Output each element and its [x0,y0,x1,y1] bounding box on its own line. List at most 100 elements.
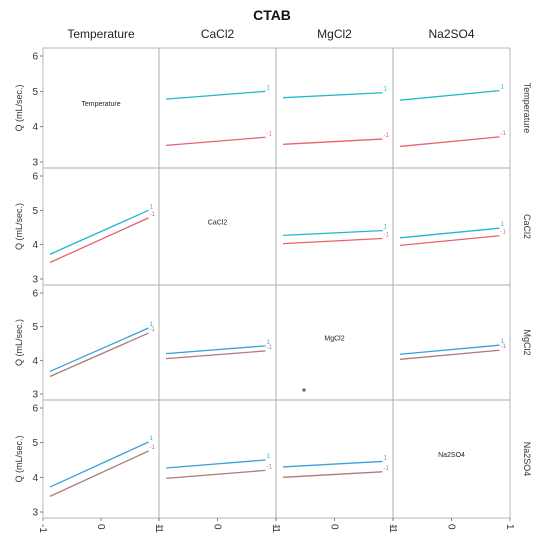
series-end-label: 1 [266,454,270,460]
x-tick-label: -1 [37,524,48,533]
series-line-high-r2-c0 [49,327,149,373]
x-tick-label: 0 [212,524,223,530]
cell-border-r0-c2 [275,47,394,169]
series-end-label: 1 [383,455,387,461]
row-header-na2so4: Na2SO4 [522,442,532,477]
y-tick-label: 6 [32,172,38,183]
series-end-label: 1 [383,87,387,93]
column-header-na2so4: Na2SO4 [428,27,474,41]
series-line-low-r2-c0 [49,332,149,378]
x-tick-label: 1 [153,524,164,530]
diagonal-label-mgcl2: MgCl2 [324,336,344,343]
y-tick-label: 4 [32,473,38,484]
y-tick-label: 3 [32,158,38,169]
chart-title: CTAB [253,7,291,23]
series-end-label: -1 [383,232,389,238]
series-line-low-r1-c0 [49,217,149,264]
series-line-low-r0-c1 [165,136,266,147]
cell-border-r3-c3 [392,399,511,519]
series-line-high-r1-c2 [282,229,383,237]
cell-border-r0-c3 [392,47,511,169]
series-line-low-r0-c3 [399,136,500,148]
y-tick-label: 5 [32,87,38,98]
series-end-label: -1 [150,327,156,333]
series-end-label: -1 [150,445,156,451]
series-end-label: 1 [500,85,504,91]
y-tick-label: 5 [32,438,38,449]
column-header-temperature: Temperature [67,27,135,41]
y-tick-label: 5 [32,206,38,217]
y-tick-label: 3 [32,508,38,519]
series-end-label: 1 [266,85,270,91]
series-end-label: -1 [150,212,156,218]
y-tick-label: 3 [32,275,38,286]
x-tick-label: 1 [387,524,398,530]
series-end-label: 1 [383,225,387,231]
y-tick-label: 6 [32,52,38,63]
series-line-high-r3-c0 [49,441,149,488]
series-end-label: -1 [383,466,389,472]
series-end-label: -1 [266,464,272,470]
row-header-temperature: Temperature [522,83,532,134]
y-axis-label: Q (mL/sec.) [14,203,24,250]
axes: 3 4 5 6 Q (mL/sec.) 3 4 5 6 Q (mL/sec.) 3 4 5 6 Q (mL/… [14,52,515,534]
cell-border-r1-c2 [275,167,394,286]
series-line-high-r0-c2 [282,92,383,99]
series-line-high-r1-c3 [399,227,500,239]
column-header-cacl2: CaCl2 [201,27,235,41]
stray-marker-dot [302,388,306,392]
plot-cells: TemperatureCaCl2MgCl2Na2SO41-11-11-11-11… [42,47,511,519]
y-tick-label: 6 [32,404,38,415]
y-axis-label: Q (mL/sec.) [14,435,24,482]
cell-border-r1-c1 [158,167,277,286]
series-line-low-r1-c2 [282,237,383,245]
series-end-label: 1 [150,322,154,328]
series-end-label: -1 [500,131,506,137]
factor-headers: Temperature CaCl2 MgCl2 Na2SO4 Temperature Ca… [67,27,532,476]
series-end-label: 1 [266,340,270,346]
series-end-label: 1 [500,222,504,228]
series-end-label: 1 [500,339,504,345]
series-line-low-r2-c1 [165,350,266,360]
cell-border-r3-c0 [42,399,160,519]
series-end-label: 1 [150,204,154,210]
y-axis-label: Q (mL/sec.) [14,319,24,366]
cell-border-r2-c2 [275,284,394,401]
diagonal-label-cacl2: CaCl2 [208,220,228,227]
series-line-low-r3-c2 [282,471,383,478]
diagonal-label-na2so4: Na2SO4 [438,452,465,459]
x-tick-label: -1 [387,524,398,533]
y-tick-label: 6 [32,289,38,300]
x-tick-label: 0 [95,524,106,530]
series-line-high-r0-c3 [399,89,500,101]
diagonal-label-temperature: Temperature [81,101,120,108]
y-axis-label: Q (mL/sec.) [14,84,24,131]
cell-border-r1-c3 [392,167,511,286]
series-line-low-r0-c2 [282,138,383,145]
cell-border-r0-c0 [42,47,160,169]
x-tick-label: 0 [329,524,340,530]
row-header-mgcl2: MgCl2 [522,329,532,355]
cell-border-r3-c1 [158,399,277,519]
cell-border-r1-c0 [42,167,160,286]
y-tick-label: 4 [32,122,38,133]
column-header-mgcl2: MgCl2 [317,27,352,41]
series-line-low-r3-c0 [49,450,149,497]
series-line-high-r3-c2 [282,460,383,468]
series-line-high-r0-c1 [165,90,266,100]
series-line-high-r2-c1 [165,345,266,355]
series-end-label: -1 [383,133,389,139]
y-tick-label: 4 [32,356,38,367]
series-line-low-r2-c3 [399,349,500,360]
x-tick-label: 0 [446,524,457,530]
y-tick-label: 5 [32,322,38,333]
series-end-label: -1 [266,131,272,137]
series-line-high-r3-c1 [165,459,266,469]
y-tick-label: 4 [32,240,38,251]
y-tick-label: 3 [32,390,38,401]
series-line-low-r3-c1 [165,469,266,480]
cell-border-r2-c3 [392,284,511,401]
x-tick-label: 1 [270,524,281,530]
cell-border-r3-c2 [275,399,394,519]
x-tick-label: -1 [270,524,281,533]
